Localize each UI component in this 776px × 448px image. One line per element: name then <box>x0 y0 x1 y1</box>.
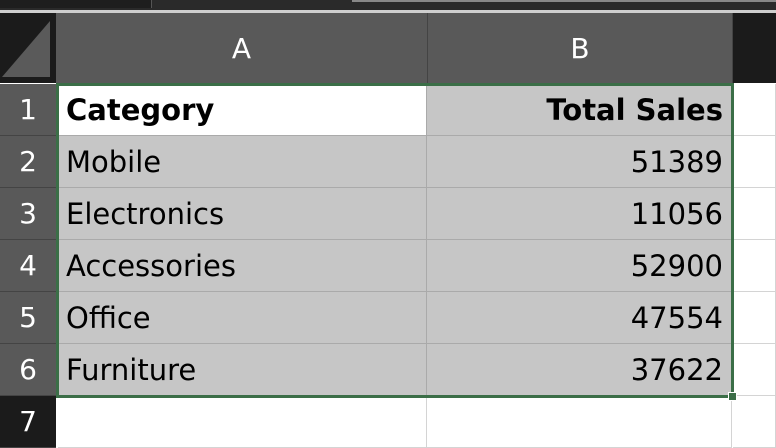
cell-a4[interactable]: Accessories <box>58 240 427 292</box>
cell-b1[interactable]: Total Sales <box>427 84 732 136</box>
row-header-5[interactable]: 5 <box>0 292 56 344</box>
name-box[interactable] <box>0 0 152 8</box>
cell-a6[interactable]: Furniture <box>58 344 427 396</box>
fill-handle[interactable] <box>728 392 737 401</box>
cell-a2[interactable]: Mobile <box>58 136 427 188</box>
row-label: 4 <box>19 249 37 282</box>
cell-a1[interactable]: Category <box>58 84 427 136</box>
row-label: 1 <box>19 93 37 126</box>
cell-a7[interactable] <box>58 396 427 448</box>
select-all-button[interactable] <box>0 13 56 83</box>
formula-bar[interactable] <box>352 0 776 2</box>
cell-b4[interactable]: 52900 <box>427 240 732 292</box>
cell-b3[interactable]: 11056 <box>427 188 732 240</box>
cell-c6[interactable] <box>733 344 776 396</box>
cell-a5[interactable]: Office <box>58 292 427 344</box>
row-header-7[interactable]: 7 <box>0 396 56 448</box>
cell-c2[interactable] <box>733 136 776 188</box>
column-header-empty <box>733 13 776 83</box>
cell-b5[interactable]: 47554 <box>427 292 732 344</box>
divider <box>0 10 776 13</box>
column-label: A <box>231 31 252 65</box>
cell-b7[interactable] <box>427 396 732 448</box>
row-header-4[interactable]: 4 <box>0 240 56 292</box>
cell-b2[interactable]: 51389 <box>427 136 732 188</box>
row-label: 6 <box>19 353 37 386</box>
cell-c7[interactable] <box>733 396 776 448</box>
column-header-a[interactable]: A <box>56 13 428 83</box>
row-header-2[interactable]: 2 <box>0 136 56 188</box>
column-header-b[interactable]: B <box>428 13 733 83</box>
cell-c5[interactable] <box>733 292 776 344</box>
column-label: B <box>570 31 590 65</box>
cell-c1[interactable] <box>733 84 776 136</box>
cell-b6[interactable]: 37622 <box>427 344 732 396</box>
row-label: 5 <box>19 301 37 334</box>
row-label: 3 <box>19 197 37 230</box>
row-header-6[interactable]: 6 <box>0 344 56 396</box>
toolbar-area <box>0 0 776 10</box>
cell-c4[interactable] <box>733 240 776 292</box>
row-label: 2 <box>19 145 37 178</box>
row-header-1[interactable]: 1 <box>0 84 56 136</box>
cell-c3[interactable] <box>733 188 776 240</box>
cell-a3[interactable]: Electronics <box>58 188 427 240</box>
row-header-3[interactable]: 3 <box>0 188 56 240</box>
row-label: 7 <box>19 405 37 438</box>
